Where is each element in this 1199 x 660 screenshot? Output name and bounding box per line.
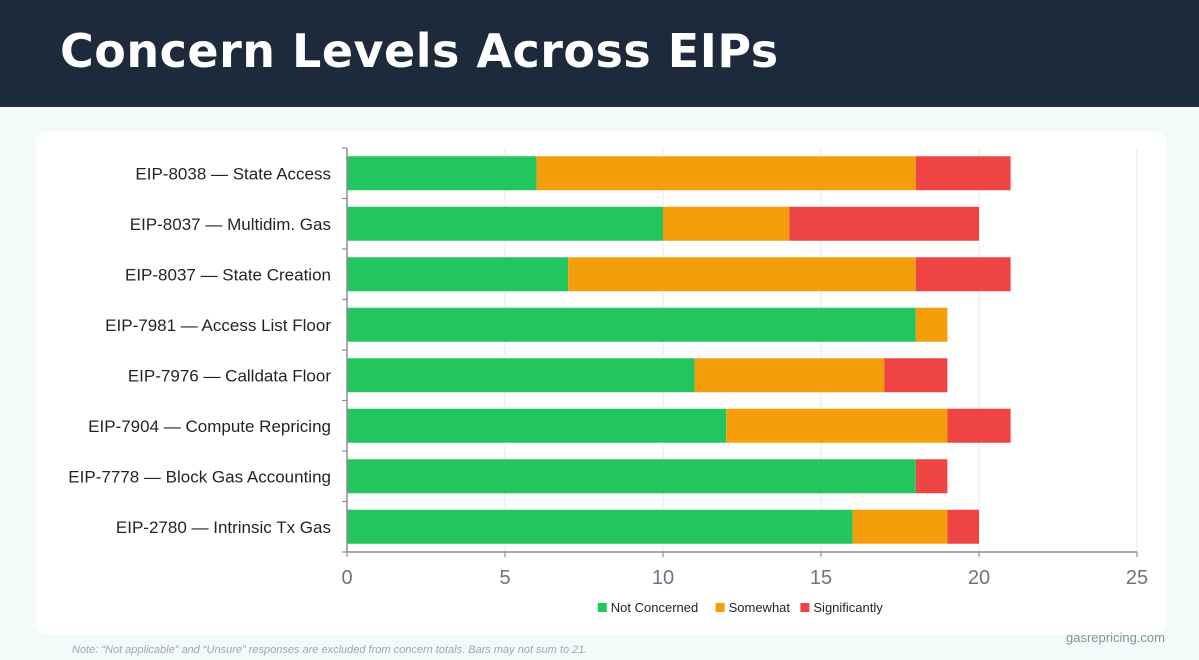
category-label: EIP-7904 — Compute Repricing xyxy=(88,417,331,436)
bar-segment-somewhat xyxy=(915,307,948,342)
bar-segment-not-concerned xyxy=(347,307,916,342)
bar-segment-not-concerned xyxy=(347,509,853,544)
page-title: Concern Levels Across EIPs xyxy=(60,24,779,78)
bar-segment-not-concerned xyxy=(347,156,537,191)
legend-label: Not Concerned xyxy=(611,600,698,615)
bar-segment-significantly xyxy=(915,459,948,494)
legend-swatch xyxy=(597,603,607,612)
bar-segment-not-concerned xyxy=(347,459,916,494)
category-label: EIP-7981 — Access List Floor xyxy=(105,316,331,335)
bar-segment-significantly xyxy=(915,257,1011,292)
bar-segment-not-concerned xyxy=(347,358,695,393)
legend-label: Somewhat xyxy=(729,600,791,615)
bar-segment-significantly xyxy=(789,206,979,241)
legend-label: Significantly xyxy=(813,600,883,615)
bar-segment-significantly xyxy=(947,509,979,544)
x-tick-label: 10 xyxy=(652,567,674,589)
bar-segment-somewhat xyxy=(663,206,790,241)
category-label: EIP-8038 — State Access xyxy=(135,164,331,183)
x-tick-label: 25 xyxy=(1126,567,1148,589)
legend-swatch xyxy=(715,603,725,612)
category-label: EIP-7976 — Calldata Floor xyxy=(128,366,331,385)
x-tick-label: 15 xyxy=(810,567,832,589)
legend-swatch xyxy=(800,603,810,612)
category-label: EIP-2780 — Intrinsic Tx Gas xyxy=(116,518,331,537)
bar-segment-somewhat xyxy=(726,408,948,443)
bar-segment-not-concerned xyxy=(347,408,727,443)
footnote: Note: “Not applicable” and “Unsure” resp… xyxy=(72,644,588,656)
bar-segment-not-concerned xyxy=(347,206,663,241)
bar-segment-somewhat xyxy=(536,156,916,191)
category-label: EIP-7778 — Block Gas Accounting xyxy=(68,467,331,486)
bar-segment-somewhat xyxy=(852,509,948,544)
bar-segment-somewhat xyxy=(694,358,885,393)
bar-segment-significantly xyxy=(947,408,1011,443)
bar-segment-significantly xyxy=(915,156,1011,191)
x-tick-label: 5 xyxy=(499,567,510,589)
x-tick-label: 0 xyxy=(341,567,352,589)
bar-segment-significantly xyxy=(884,358,948,393)
header-bar: Concern Levels Across EIPs xyxy=(0,0,1199,107)
category-label: EIP-8037 — State Creation xyxy=(125,265,331,284)
brand-watermark: gasrepricing.com xyxy=(1066,630,1165,645)
bar-segment-not-concerned xyxy=(347,257,569,292)
bar-segment-somewhat xyxy=(568,257,916,292)
stacked-bar-chart: EIP-8038 — State Access EIP-8037 — Multid… xyxy=(68,147,1148,615)
x-tick-label: 20 xyxy=(968,567,990,589)
category-label: EIP-8037 — Multidim. Gas xyxy=(130,215,331,234)
